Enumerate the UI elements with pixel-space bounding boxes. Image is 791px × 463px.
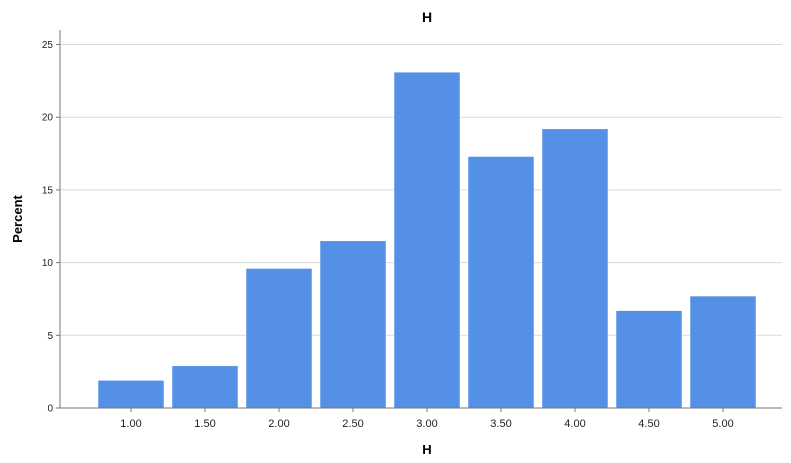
bar-3.00: [393, 71, 461, 409]
x-tick-label: 1.00: [120, 418, 141, 430]
y-tick-label: 15: [42, 185, 54, 196]
x-tick-label: 1.50: [194, 418, 215, 430]
x-tick-label: 3.50: [490, 418, 511, 430]
y-tick-label: 25: [42, 40, 54, 51]
bar-1.00: [97, 380, 165, 409]
bar-2.00: [245, 268, 313, 409]
bar-5.00: [689, 295, 757, 409]
x-tick-label: 4.00: [564, 418, 585, 430]
bars: [97, 71, 757, 409]
y-axis-ticks: 0 5 10 15 20 25: [42, 40, 60, 415]
bar-4.00: [541, 128, 609, 409]
bar-1.50: [171, 365, 239, 409]
y-tick-label: 20: [42, 113, 54, 124]
y-tick-label: 0: [47, 404, 53, 415]
bar-3.50: [467, 156, 535, 409]
x-tick-label: 2.00: [268, 418, 289, 430]
x-tick-label: 2.50: [342, 418, 363, 430]
x-tick-label: 4.50: [638, 418, 659, 430]
bar-4.50: [615, 310, 683, 409]
x-axis-title: H: [422, 442, 431, 457]
chart-title: H: [422, 9, 432, 25]
x-tick-label: 3.00: [416, 418, 437, 430]
y-tick-label: 5: [47, 331, 53, 342]
y-axis-title: Percent: [10, 194, 25, 242]
x-tick-label: 5.00: [712, 418, 733, 430]
bar-2.50: [319, 240, 387, 409]
y-tick-label: 10: [42, 258, 54, 269]
x-axis-ticks: 1.00 1.50 2.00 2.50 3.00 3.50 4.00 4.50 5.00: [120, 408, 734, 430]
